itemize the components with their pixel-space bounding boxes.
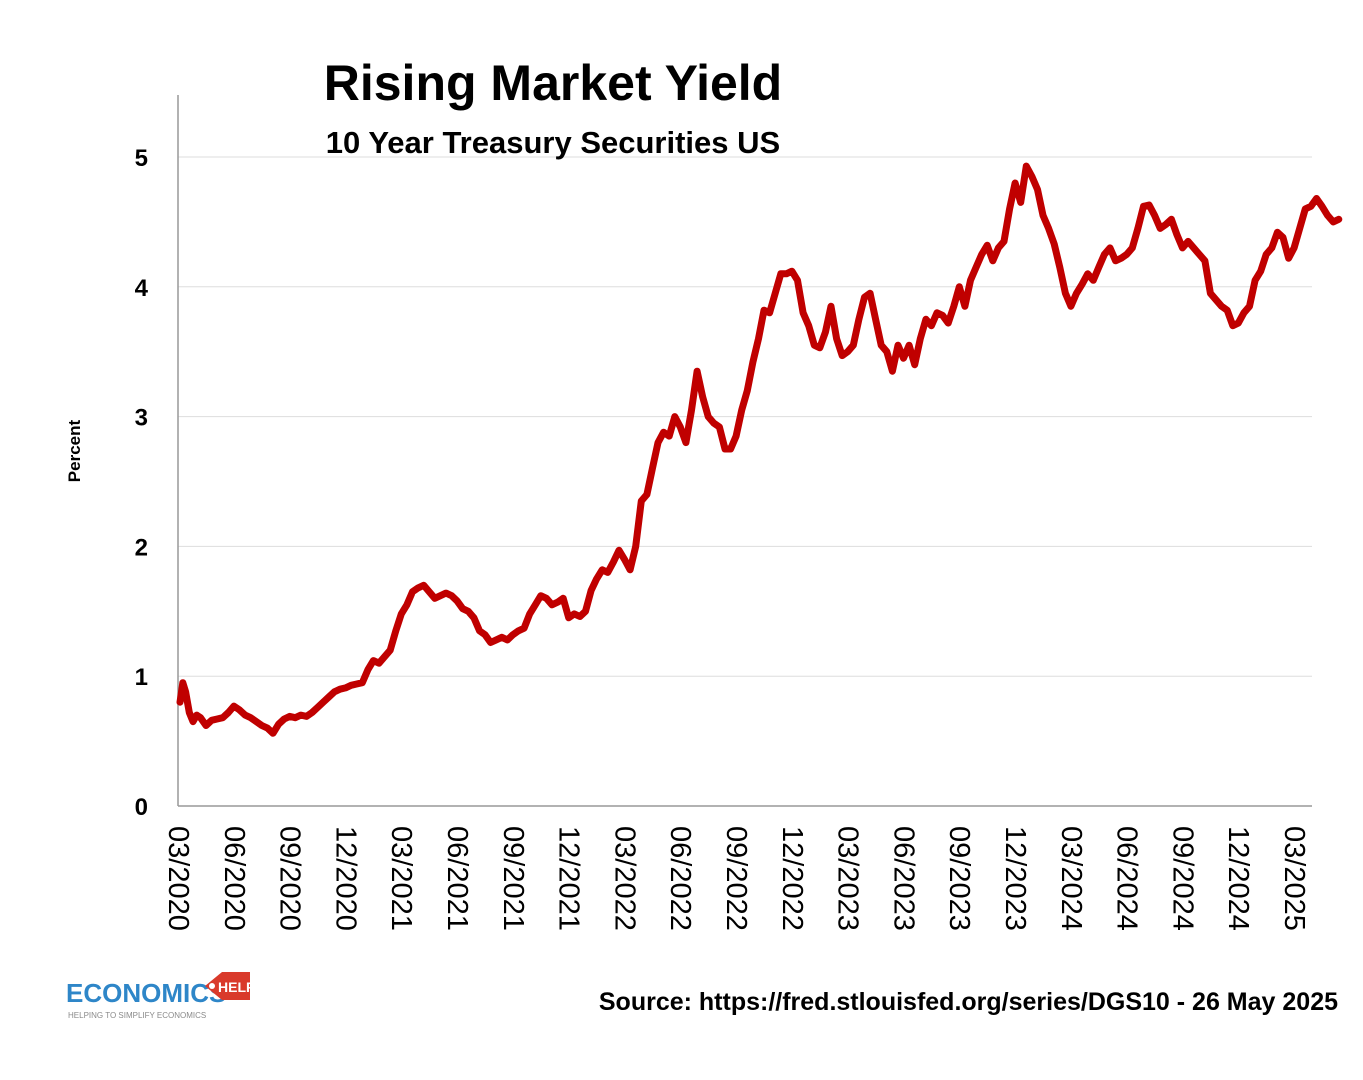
x-tick-label: 09/2020 (274, 826, 306, 931)
y-tick-label: 5 (135, 145, 148, 172)
x-tick-label: 06/2024 (1111, 826, 1143, 931)
y-tick-label: 0 (135, 794, 148, 821)
source-note: Source: https://fred.stlouisfed.org/seri… (599, 988, 1338, 1016)
y-tick-labels: 0 1 2 3 4 5 (135, 145, 149, 821)
chart-subtitle: 10 Year Treasury Securities US (326, 125, 780, 160)
x-tick-label: 09/2022 (720, 826, 752, 931)
x-tick-labels: 03/2020 06/2020 09/2020 12/2020 03/2021 06/20… (162, 826, 1310, 931)
x-tick-label: 12/2021 (553, 826, 585, 931)
y-tick-label: 4 (135, 275, 149, 302)
logo-tagline: HELPING TO SIMPLIFY ECONOMICS (68, 1011, 206, 1020)
x-tick-label: 12/2022 (776, 826, 808, 931)
y-tick-label: 1 (135, 664, 148, 691)
y-tick-label: 2 (135, 534, 148, 561)
y-axis-label: Percent (65, 419, 84, 482)
economics-help-logo: ECONOMICS HELP HELPING TO SIMPLIFY ECONO… (66, 972, 255, 1020)
logo-wordmark: ECONOMICS (66, 978, 226, 1008)
tag-icon (205, 972, 250, 1000)
x-tick-label: 12/2024 (1222, 826, 1254, 931)
x-tick-label: 12/2020 (329, 826, 361, 931)
x-tick-label: 06/2020 (218, 826, 250, 931)
x-tick-label: 06/2022 (664, 826, 696, 931)
x-tick-label: 03/2022 (608, 826, 640, 931)
x-tick-label: 12/2023 (999, 826, 1031, 931)
x-tick-label: 06/2023 (887, 826, 919, 931)
x-tick-label: 03/2023 (832, 826, 864, 931)
y-tick-label: 3 (135, 405, 148, 432)
x-tick-label: 03/2021 (385, 826, 417, 931)
logo-help-text: HELP (218, 979, 255, 995)
chart-title: Rising Market Yield (324, 55, 782, 111)
x-tick-label: 09/2021 (497, 826, 529, 931)
x-tick-label: 03/2025 (1278, 826, 1310, 931)
x-tick-label: 06/2021 (441, 826, 473, 931)
gridlines (178, 156, 1312, 677)
x-tick-label: 03/2024 (1055, 826, 1087, 931)
x-tick-label: 09/2024 (1166, 826, 1198, 931)
x-tick-label: 03/2020 (162, 826, 194, 931)
tag-hole-icon (209, 983, 215, 989)
x-tick-label: 09/2023 (943, 826, 975, 931)
series-line-10y-treasury (176, 162, 1343, 737)
